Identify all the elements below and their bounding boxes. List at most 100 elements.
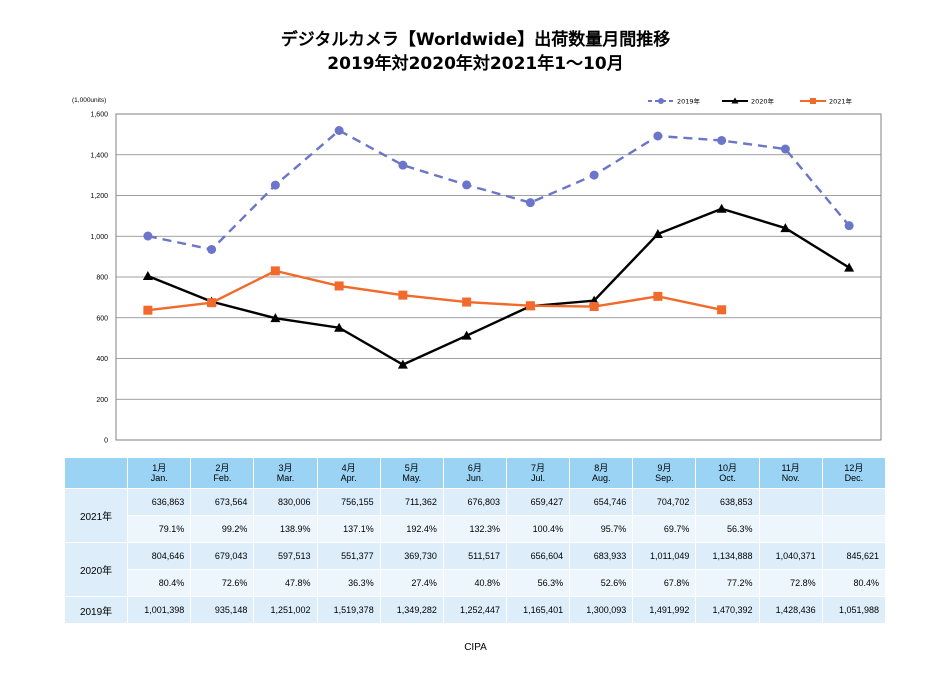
- data-point: [844, 262, 855, 272]
- data-point: [716, 203, 727, 213]
- units-cell: [821, 488, 887, 516]
- ratio-cell: 132.3%: [442, 515, 507, 543]
- data-point: [207, 298, 217, 308]
- data-point: [717, 135, 727, 145]
- data-point: [653, 291, 663, 301]
- units-cell: 676,803: [442, 488, 507, 516]
- units-cell: [758, 488, 823, 516]
- units-cell: 830,006: [253, 488, 318, 516]
- month-header: 9月 Sep.: [632, 457, 697, 489]
- data-point: [334, 281, 344, 291]
- month-header: 8月 Aug.: [569, 457, 634, 489]
- legend-marker: [810, 98, 816, 104]
- series-line-0: [147, 129, 851, 251]
- series-line-2: [147, 269, 722, 312]
- data-point: [461, 330, 472, 340]
- units-cell: 679,043: [190, 542, 255, 570]
- data-point: [334, 322, 345, 332]
- units-cell: 673,564: [190, 488, 255, 516]
- source-footer: CIPA: [464, 642, 487, 653]
- ratio-cell: 40.8%: [442, 569, 507, 597]
- y-tick-label: 1,000: [90, 234, 108, 241]
- month-header: 4月 Apr.: [316, 457, 381, 489]
- units-cell: 804,646: [127, 542, 192, 570]
- units-cell: 597,513: [253, 542, 318, 570]
- y-tick-label: 0: [104, 438, 108, 445]
- year-label: 2020年: [63, 542, 129, 597]
- ratio-cell: 36.3%: [316, 569, 381, 597]
- units-cell: 1,470,392: [695, 596, 760, 624]
- month-header: 3月 Mar.: [253, 457, 318, 489]
- data-point: [143, 231, 153, 241]
- units-cell: 683,933: [569, 542, 634, 570]
- year-label: 2019年: [63, 596, 129, 624]
- units-cell: 1,165,401: [505, 596, 571, 624]
- data-point: [142, 270, 153, 280]
- legend-marker: [731, 97, 739, 104]
- data-point: [462, 297, 472, 307]
- ratio-cell: [758, 515, 823, 543]
- table-header-row: 1月 Jan. 2月 Feb. 3月 Mar. 4月 Apr. 5月 May. 6月 Jun. 7月 Ju…: [63, 457, 887, 489]
- ratio-cell: 27.4%: [379, 569, 444, 597]
- table-row: 80.4% 72.6% 47.8% 36.3% 27.4% 40.8% 56.3% 52.6%…: [65, 569, 887, 597]
- data-point: [653, 131, 663, 141]
- month-header: 7月 Jul.: [505, 457, 571, 489]
- y-tick-label: 400: [96, 356, 108, 363]
- data-point: [398, 290, 408, 300]
- month-header: 5月 May.: [379, 457, 444, 489]
- ratio-cell: 72.8%: [758, 569, 823, 597]
- table-corner: [63, 457, 129, 489]
- legend-label: 2021年: [829, 97, 853, 106]
- units-cell: 656,604: [505, 542, 571, 570]
- data-point: [589, 170, 599, 180]
- month-header: 6月 Jun.: [442, 457, 507, 489]
- data-point: [207, 244, 217, 254]
- units-cell: 1,134,888: [695, 542, 760, 570]
- legend-label: 2020年: [751, 97, 775, 106]
- units-cell: 1,252,447: [442, 596, 507, 624]
- units-cell: 704,702: [632, 488, 697, 516]
- units-cell: 711,362: [379, 488, 444, 516]
- units-cell: 1,040,371: [758, 542, 823, 570]
- ratio-cell: 52.6%: [569, 569, 634, 597]
- month-header: 11月 Nov.: [758, 457, 823, 489]
- ratio-cell: 137.1%: [316, 515, 381, 543]
- ratio-cell: 138.9%: [253, 515, 318, 543]
- units-cell: 1,001,398: [127, 596, 192, 624]
- units-cell: 1,051,988: [821, 596, 887, 624]
- y-tick-label: 600: [96, 315, 108, 322]
- legend-marker: [658, 98, 664, 104]
- units-cell: 659,427: [505, 488, 571, 516]
- ratio-cell: 69.7%: [632, 515, 697, 543]
- data-point: [844, 221, 854, 231]
- units-cell: 654,746: [569, 488, 634, 516]
- data-point: [717, 305, 727, 315]
- data-point: [143, 305, 153, 315]
- ratio-cell: [821, 515, 887, 543]
- y-tick-label: 800: [96, 275, 108, 282]
- units-cell: 756,155: [316, 488, 381, 516]
- y-tick-label: 1,600: [90, 112, 108, 119]
- legend-label: 2019年: [677, 97, 701, 106]
- year-label: 2021年: [63, 488, 129, 543]
- units-cell: 511,517: [442, 542, 507, 570]
- data-point: [270, 180, 280, 190]
- units-cell: 636,863: [127, 488, 192, 516]
- table-row: 2020年 804,646 679,043 597,513 551,377 369,730…: [63, 542, 887, 597]
- units-cell: 1,428,436: [758, 596, 823, 624]
- ratio-cell: 77.2%: [695, 569, 760, 597]
- data-point: [589, 302, 599, 312]
- data-point: [398, 160, 408, 170]
- chart-subtitle: 2019年対2020年対2021年1～10月: [327, 54, 624, 74]
- units-cell: 1,491,992: [632, 596, 697, 624]
- data-point: [780, 223, 791, 233]
- data-point: [462, 180, 472, 190]
- data-table: 1月 Jan. 2月 Feb. 3月 Mar. 4月 Apr. 5月 May. 6月 Jun. 7月 Ju…: [63, 457, 887, 624]
- data-point: [334, 126, 344, 136]
- ratio-cell: 80.4%: [821, 569, 887, 597]
- units-cell: 845,621: [821, 542, 887, 570]
- data-point: [525, 198, 535, 208]
- ratio-cell: 47.8%: [253, 569, 318, 597]
- units-cell: 638,853: [695, 488, 760, 516]
- data-point: [270, 313, 281, 323]
